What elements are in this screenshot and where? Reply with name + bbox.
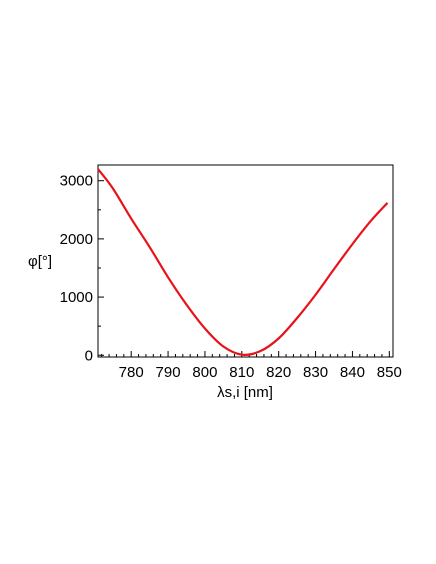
x-tick-label: 850	[377, 364, 402, 381]
x-tick-label: 790	[156, 364, 181, 381]
x-tick-label: 840	[340, 364, 365, 381]
y-tick-label: 1000	[60, 289, 93, 306]
x-tick-label: 830	[303, 364, 328, 381]
y-tick-label: 0	[85, 347, 93, 364]
y-axis-title: φ[°]	[28, 253, 52, 270]
y-axis: 0 1000 2000 3000	[60, 173, 104, 364]
x-tick-label: 800	[192, 364, 217, 381]
x-tick-label: 820	[266, 364, 291, 381]
series-line	[97, 168, 389, 356]
series-layer	[97, 168, 389, 356]
y-tick-label: 2000	[60, 231, 93, 248]
x-axis-title: λs,i [nm]	[217, 384, 273, 401]
x-axis: 780 790 800 810 820 830 840 850	[101, 351, 402, 381]
y-tick-label: 3000	[60, 173, 93, 190]
x-tick-label: 810	[229, 364, 254, 381]
x-tick-label: 780	[119, 364, 144, 381]
plot-frame	[97, 164, 394, 358]
